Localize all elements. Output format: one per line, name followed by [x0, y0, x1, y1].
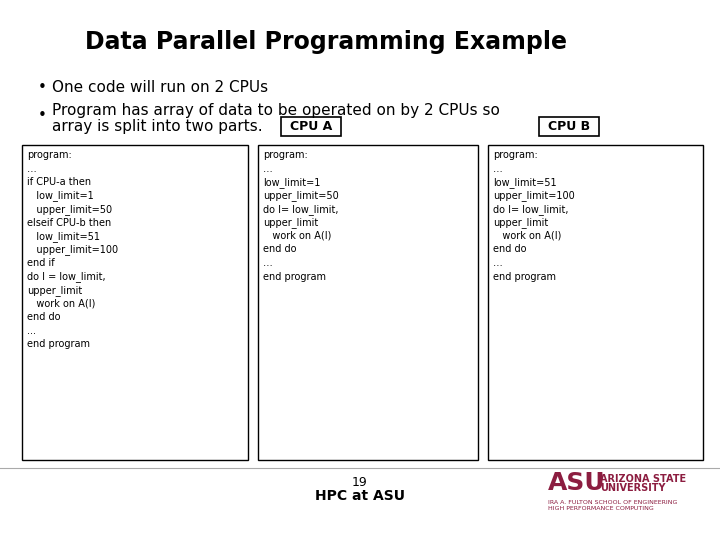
- Text: work on A(I): work on A(I): [493, 231, 562, 241]
- Text: end program: end program: [493, 272, 556, 281]
- Text: CPU B: CPU B: [548, 120, 590, 133]
- Text: Data Parallel Programming Example: Data Parallel Programming Example: [85, 30, 567, 54]
- Text: end do: end do: [263, 245, 297, 254]
- Text: end if: end if: [27, 258, 55, 268]
- Text: array is split into two parts.: array is split into two parts.: [52, 119, 263, 134]
- Text: ASU: ASU: [548, 471, 606, 495]
- FancyBboxPatch shape: [258, 145, 478, 460]
- Text: upper_limit: upper_limit: [263, 218, 318, 228]
- Text: program:: program:: [263, 150, 307, 160]
- Text: if CPU-a then: if CPU-a then: [27, 177, 91, 187]
- Text: program:: program:: [27, 150, 72, 160]
- Text: work on A(I): work on A(I): [263, 231, 331, 241]
- Text: elseif CPU-b then: elseif CPU-b then: [27, 218, 112, 227]
- Text: do I= low_limit,: do I= low_limit,: [493, 204, 569, 215]
- Text: upper_limit=50: upper_limit=50: [27, 204, 112, 215]
- FancyBboxPatch shape: [488, 145, 703, 460]
- Text: •: •: [38, 80, 47, 96]
- FancyBboxPatch shape: [22, 145, 248, 460]
- Text: …: …: [493, 258, 503, 268]
- FancyBboxPatch shape: [539, 117, 599, 136]
- Text: end program: end program: [263, 272, 326, 281]
- FancyBboxPatch shape: [281, 117, 341, 136]
- Text: Program has array of data to be operated on by 2 CPUs so: Program has array of data to be operated…: [52, 103, 500, 118]
- Text: low_limit=1: low_limit=1: [27, 191, 94, 201]
- Text: CPU A: CPU A: [290, 120, 332, 133]
- Text: low_limit=1: low_limit=1: [263, 177, 320, 188]
- Text: HIGH PERFORMANCE COMPUTING: HIGH PERFORMANCE COMPUTING: [548, 507, 654, 511]
- Text: …: …: [263, 164, 273, 173]
- Text: program:: program:: [493, 150, 538, 160]
- Text: upper_limit=100: upper_limit=100: [27, 245, 118, 255]
- Text: work on A(I): work on A(I): [27, 299, 95, 308]
- Text: UNIVERSITY: UNIVERSITY: [600, 483, 665, 493]
- Text: IRA A. FULTON SCHOOL OF ENGINEERING: IRA A. FULTON SCHOOL OF ENGINEERING: [548, 500, 678, 504]
- Text: One code will run on 2 CPUs: One code will run on 2 CPUs: [52, 80, 268, 96]
- Text: •: •: [38, 107, 47, 123]
- Text: do I= low_limit,: do I= low_limit,: [263, 204, 338, 215]
- Text: 19: 19: [352, 476, 368, 489]
- Text: do I = low_limit,: do I = low_limit,: [27, 272, 106, 282]
- Text: …: …: [27, 164, 37, 173]
- Text: …: …: [493, 164, 503, 173]
- Text: upper_limit=50: upper_limit=50: [263, 191, 338, 201]
- Text: end do: end do: [493, 245, 526, 254]
- Text: low_limit=51: low_limit=51: [493, 177, 557, 188]
- Text: …: …: [263, 258, 273, 268]
- Text: end program: end program: [27, 339, 90, 349]
- Text: HPC at ASU: HPC at ASU: [315, 489, 405, 503]
- Text: ARIZONA STATE: ARIZONA STATE: [600, 474, 686, 484]
- Text: upper_limit=100: upper_limit=100: [493, 191, 575, 201]
- Text: upper_limit: upper_limit: [493, 218, 548, 228]
- Text: end do: end do: [27, 312, 60, 322]
- Text: low_limit=51: low_limit=51: [27, 231, 100, 242]
- Text: upper_limit: upper_limit: [27, 285, 82, 296]
- Text: ...: ...: [27, 326, 36, 335]
